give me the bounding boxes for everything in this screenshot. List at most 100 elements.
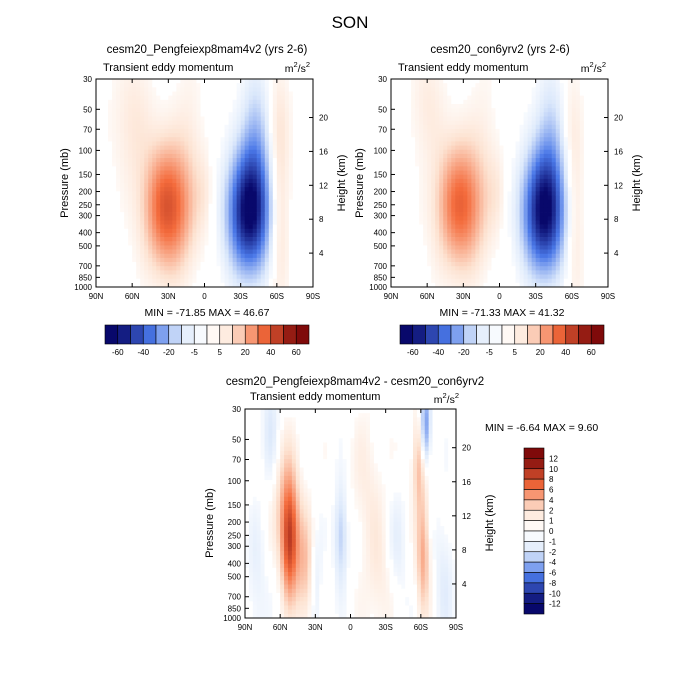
- field-cell: [523, 241, 528, 246]
- field-cell: [463, 108, 468, 113]
- field-cell: [232, 220, 237, 225]
- field-cell: [144, 207, 149, 213]
- field-cell: [228, 95, 233, 101]
- field-cell: [403, 262, 408, 267]
- field-cell: [208, 108, 213, 113]
- field-cell: [296, 108, 302, 113]
- field-cell: [224, 216, 229, 221]
- field-cell: [212, 220, 217, 225]
- field-cell: [463, 133, 468, 138]
- field-cell: [116, 137, 121, 142]
- field-cell: [172, 270, 177, 275]
- field-cell: [511, 128, 516, 134]
- field-cell: [136, 183, 141, 188]
- field-cell: [308, 207, 314, 213]
- field-cell: [100, 216, 105, 221]
- field-cell: [527, 116, 532, 121]
- field-cell: [172, 191, 177, 196]
- field-cell: [116, 224, 121, 230]
- field-cell: [216, 257, 221, 263]
- field-cell: [232, 95, 237, 101]
- field-cell: [547, 187, 553, 192]
- field-cell: [200, 249, 205, 255]
- field-cell: [256, 195, 262, 200]
- field-cell: [483, 158, 488, 163]
- field-cell: [200, 153, 205, 159]
- field-cell: [228, 153, 233, 159]
- field-cell: [140, 187, 145, 192]
- field-cell: [399, 166, 404, 171]
- field-cell: [288, 245, 294, 250]
- colorbar-swatch: [270, 324, 284, 345]
- field-cell: [415, 133, 420, 138]
- field-cell: [200, 141, 205, 146]
- field-cell: [276, 103, 282, 109]
- field-cell: [515, 253, 520, 259]
- field-cell: [144, 282, 149, 288]
- field-cell: [256, 207, 262, 213]
- field-cell: [280, 79, 286, 84]
- field-cell: [507, 216, 512, 221]
- field-cell: [188, 220, 193, 225]
- field-cell: [208, 149, 213, 155]
- field-cell: [192, 282, 197, 288]
- field-cell: [96, 153, 101, 159]
- field-cell: [216, 253, 221, 259]
- field-cell: [411, 112, 416, 117]
- field-cell: [100, 203, 105, 209]
- field-cell: [451, 274, 456, 280]
- field-cell: [415, 191, 420, 196]
- field-cell: [152, 191, 157, 196]
- field-cell: [124, 232, 129, 238]
- field-cell: [216, 91, 221, 96]
- field-cell: [499, 87, 504, 92]
- field-cell: [475, 278, 480, 284]
- field-cell: [471, 199, 476, 205]
- field-cell: [236, 228, 242, 234]
- field-cell: [543, 124, 549, 130]
- field-cell: [451, 124, 456, 130]
- field-cell: [300, 166, 306, 171]
- field-cell: [152, 141, 157, 146]
- field-cell: [216, 145, 221, 151]
- field-cell: [511, 133, 516, 138]
- field-cell: [244, 87, 250, 92]
- field-cell: [252, 170, 258, 176]
- field-cell: [304, 232, 310, 238]
- field-cell: [180, 245, 185, 250]
- field-cell: [423, 153, 428, 159]
- field-cell: [459, 199, 464, 205]
- field-cell: [427, 187, 432, 192]
- field-cell: [228, 91, 233, 96]
- field-cell: [300, 187, 306, 192]
- field-cell: [391, 253, 396, 259]
- field-cell: [184, 245, 189, 250]
- field-cell: [547, 108, 553, 113]
- field-cell: [120, 249, 125, 255]
- field-cell: [116, 112, 121, 117]
- field-cell: [471, 79, 476, 84]
- field-cell: [136, 237, 141, 242]
- field-cell: [240, 99, 246, 105]
- field-cell: [180, 108, 185, 113]
- field-cell: [304, 212, 310, 217]
- field-cell: [228, 207, 233, 213]
- field-cell: [423, 274, 428, 280]
- field-cell: [551, 207, 557, 213]
- field-cell: [511, 79, 516, 84]
- field-cell: [523, 245, 528, 250]
- field-cell: [475, 116, 480, 121]
- field-cell: [196, 162, 201, 167]
- field-cell: [224, 108, 229, 113]
- field-cell: [240, 149, 246, 155]
- field-cell: [184, 237, 189, 242]
- field-cell: [419, 183, 424, 188]
- field-cell: [148, 133, 153, 138]
- field-cell: [96, 232, 101, 238]
- field-cell: [543, 274, 549, 280]
- field-cell: [272, 149, 278, 155]
- field-cell: [104, 212, 109, 217]
- field-cell: [395, 245, 400, 250]
- field-cell: [112, 237, 117, 242]
- field-cell: [224, 174, 229, 180]
